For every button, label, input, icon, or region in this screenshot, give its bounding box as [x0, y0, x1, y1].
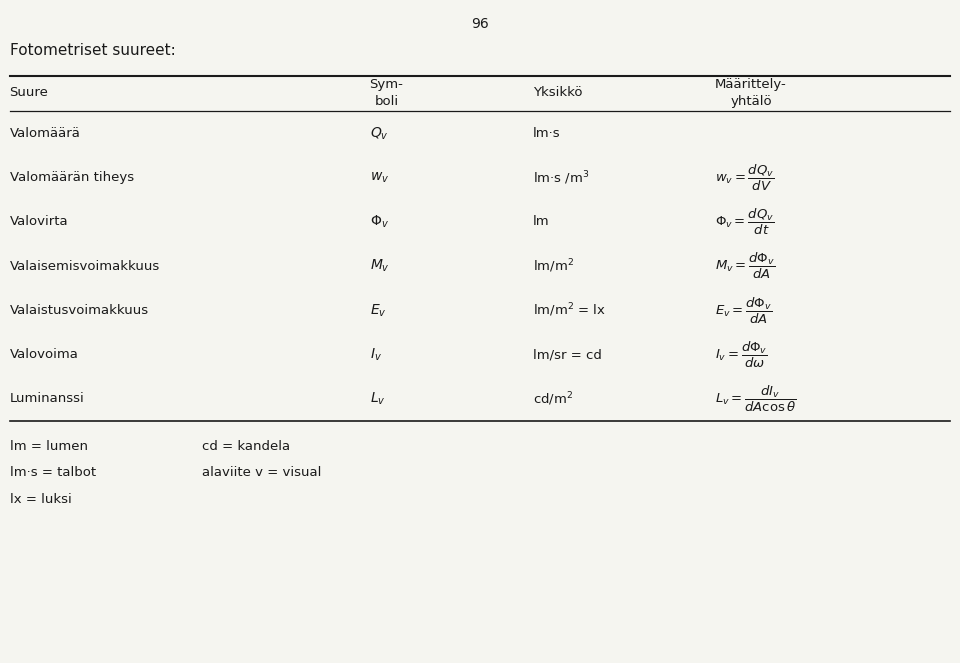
Text: $\Phi_v = \dfrac{dQ_v}{dt}$: $\Phi_v = \dfrac{dQ_v}{dt}$ — [715, 207, 775, 237]
Text: alaviite v = visual: alaviite v = visual — [202, 466, 321, 479]
Text: $I_v = \dfrac{d\Phi_v}{d\omega}$: $I_v = \dfrac{d\Phi_v}{d\omega}$ — [715, 339, 768, 370]
Text: lx = luksi: lx = luksi — [10, 493, 71, 506]
Text: Valaistusvoimakkuus: Valaistusvoimakkuus — [10, 304, 149, 317]
Text: $\Phi_v$: $\Phi_v$ — [370, 213, 389, 230]
Text: $L_v = \dfrac{dI_v}{dA\cos\theta}$: $L_v = \dfrac{dI_v}{dA\cos\theta}$ — [715, 384, 797, 414]
Text: Valaisemisvoimakkuus: Valaisemisvoimakkuus — [10, 260, 160, 272]
Text: Valovirta: Valovirta — [10, 215, 68, 229]
Text: lm/m$^2$: lm/m$^2$ — [533, 257, 574, 275]
Text: lm = lumen: lm = lumen — [10, 440, 87, 453]
Text: Yksikkö: Yksikkö — [533, 86, 583, 99]
Text: cd/m$^2$: cd/m$^2$ — [533, 390, 573, 408]
Text: lm/sr = cd: lm/sr = cd — [533, 348, 602, 361]
Text: Valovoima: Valovoima — [10, 348, 79, 361]
Text: $E_v$: $E_v$ — [370, 302, 386, 319]
Text: $w_v = \dfrac{dQ_v}{dV}$: $w_v = \dfrac{dQ_v}{dV}$ — [715, 162, 775, 193]
Text: Suure: Suure — [10, 86, 48, 99]
Text: $E_v = \dfrac{d\Phi_v}{dA}$: $E_v = \dfrac{d\Phi_v}{dA}$ — [715, 295, 773, 326]
Text: $w_v$: $w_v$ — [370, 170, 389, 185]
Text: lm/m$^2$ = lx: lm/m$^2$ = lx — [533, 302, 606, 319]
Text: $I_v$: $I_v$ — [370, 347, 381, 363]
Text: lm·s = talbot: lm·s = talbot — [10, 466, 96, 479]
Text: 96: 96 — [471, 17, 489, 30]
Text: Määrittely-
yhtälö: Määrittely- yhtälö — [715, 78, 787, 107]
Text: lm: lm — [533, 215, 549, 229]
Text: Luminanssi: Luminanssi — [10, 392, 84, 405]
Text: Valomäärän tiheys: Valomäärän tiheys — [10, 171, 133, 184]
Text: lm·s /m$^3$: lm·s /m$^3$ — [533, 169, 589, 186]
Text: $M_v$: $M_v$ — [370, 258, 390, 274]
Text: lm·s: lm·s — [533, 127, 561, 140]
Text: Fotometriset suureet:: Fotometriset suureet: — [10, 43, 176, 58]
Text: $Q_v$: $Q_v$ — [370, 125, 389, 142]
Text: Valomäärä: Valomäärä — [10, 127, 81, 140]
Text: $L_v$: $L_v$ — [370, 391, 385, 407]
Text: cd = kandela: cd = kandela — [202, 440, 290, 453]
Text: Sym-
boli: Sym- boli — [370, 78, 403, 107]
Text: $M_v = \dfrac{d\Phi_v}{dA}$: $M_v = \dfrac{d\Phi_v}{dA}$ — [715, 251, 776, 281]
